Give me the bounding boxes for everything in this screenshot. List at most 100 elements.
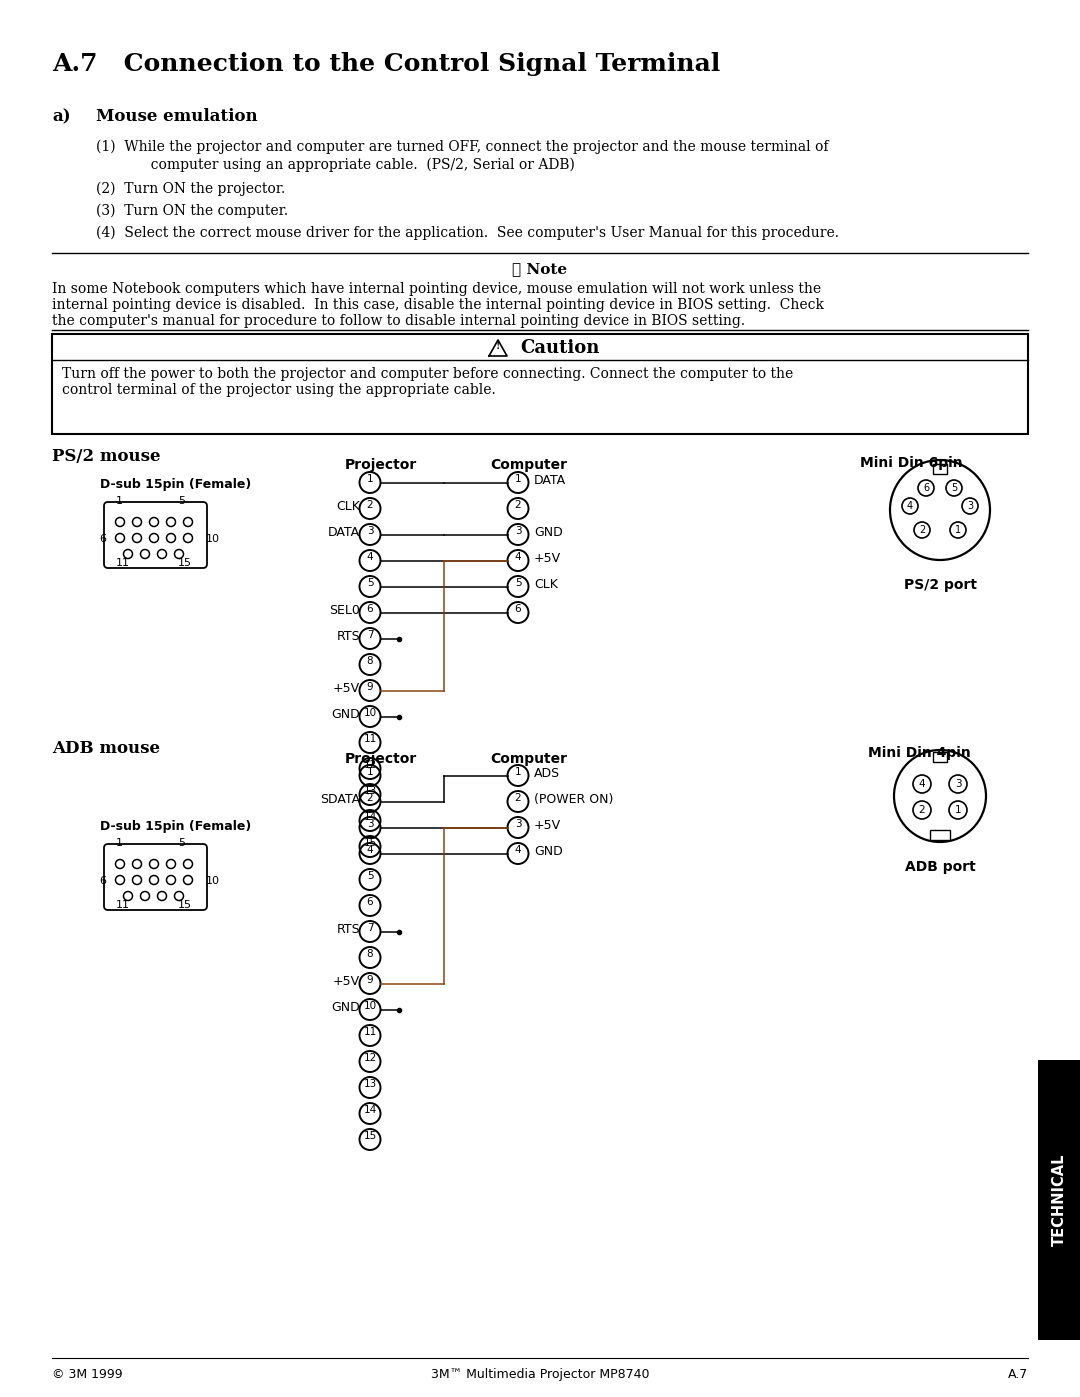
Text: 6: 6 xyxy=(515,604,522,615)
Bar xyxy=(1038,1060,1080,1340)
Text: 1: 1 xyxy=(367,767,374,777)
Text: 6: 6 xyxy=(367,897,374,907)
Text: SEL0: SEL0 xyxy=(329,604,360,617)
Text: CLK: CLK xyxy=(534,578,558,591)
Text: DATA: DATA xyxy=(328,527,360,539)
Text: 7: 7 xyxy=(367,923,374,933)
Text: 12: 12 xyxy=(363,760,377,770)
Text: D-sub 15pin (Female): D-sub 15pin (Female) xyxy=(100,478,252,490)
Text: 2: 2 xyxy=(515,793,522,803)
Text: 5: 5 xyxy=(367,578,374,588)
Text: 10: 10 xyxy=(364,708,377,718)
Text: 11: 11 xyxy=(116,900,130,909)
Text: 3: 3 xyxy=(955,780,961,789)
Bar xyxy=(52,334,1028,434)
Text: GND: GND xyxy=(332,708,360,721)
Text: 9: 9 xyxy=(367,682,374,692)
Text: 5: 5 xyxy=(515,578,522,588)
Text: !: ! xyxy=(496,342,500,351)
Text: GND: GND xyxy=(534,527,563,539)
Text: RTS: RTS xyxy=(336,630,360,643)
Bar xyxy=(933,464,947,474)
Text: control terminal of the projector using the appropriate cable.: control terminal of the projector using … xyxy=(62,383,496,397)
Text: RTS: RTS xyxy=(336,923,360,936)
FancyBboxPatch shape xyxy=(104,502,207,569)
Text: 15: 15 xyxy=(363,838,377,848)
Text: GND: GND xyxy=(534,845,563,858)
Text: the computer's manual for procedure to follow to disable internal pointing devic: the computer's manual for procedure to f… xyxy=(52,314,745,328)
Text: 5: 5 xyxy=(178,496,185,506)
Text: 3M™ Multimedia Projector MP8740: 3M™ Multimedia Projector MP8740 xyxy=(431,1368,649,1382)
Text: 2: 2 xyxy=(367,793,374,803)
Text: 2: 2 xyxy=(515,500,522,510)
Text: 11: 11 xyxy=(363,733,377,745)
Text: 1: 1 xyxy=(955,805,961,814)
Text: 6: 6 xyxy=(99,534,106,543)
Text: 8: 8 xyxy=(367,949,374,958)
Text: 15: 15 xyxy=(363,1132,377,1141)
Text: 3: 3 xyxy=(367,819,374,828)
Text: 6: 6 xyxy=(99,876,106,886)
Text: 13: 13 xyxy=(363,787,377,796)
FancyBboxPatch shape xyxy=(104,844,207,909)
Text: 7: 7 xyxy=(367,630,374,640)
Text: 4: 4 xyxy=(367,845,374,855)
Text: 5: 5 xyxy=(950,483,957,493)
Text: In some Notebook computers which have internal pointing device, mouse emulation : In some Notebook computers which have in… xyxy=(52,282,821,296)
Text: +5V: +5V xyxy=(534,552,562,564)
Text: 13: 13 xyxy=(363,1078,377,1090)
Text: 4: 4 xyxy=(515,845,522,855)
Text: a): a) xyxy=(52,108,70,124)
Bar xyxy=(933,752,947,761)
Text: 8: 8 xyxy=(367,657,374,666)
Text: (2)  Turn ON the projector.: (2) Turn ON the projector. xyxy=(96,182,285,197)
Text: ✔ Note: ✔ Note xyxy=(512,263,568,277)
Text: GND: GND xyxy=(332,1002,360,1014)
Text: Projector: Projector xyxy=(345,752,417,766)
Text: 14: 14 xyxy=(363,812,377,821)
Text: 2: 2 xyxy=(919,525,926,535)
Text: +5V: +5V xyxy=(534,819,562,833)
Text: CLK: CLK xyxy=(336,500,360,513)
Text: Computer: Computer xyxy=(490,752,567,766)
Text: Turn off the power to both the projector and computer before connecting. Connect: Turn off the power to both the projector… xyxy=(62,367,793,381)
Text: 1: 1 xyxy=(116,838,123,848)
Text: 4: 4 xyxy=(907,502,913,511)
Text: A.7   Connection to the Control Signal Terminal: A.7 Connection to the Control Signal Ter… xyxy=(52,52,720,75)
Text: A.7: A.7 xyxy=(1008,1368,1028,1382)
Text: © 3M 1999: © 3M 1999 xyxy=(52,1368,123,1382)
Text: 11: 11 xyxy=(116,557,130,569)
Text: Mouse emulation: Mouse emulation xyxy=(96,108,258,124)
Text: 3: 3 xyxy=(515,819,522,828)
Text: 15: 15 xyxy=(178,557,192,569)
Text: 4: 4 xyxy=(515,552,522,562)
Text: TECHNICAL: TECHNICAL xyxy=(1052,1154,1067,1246)
Text: DATA: DATA xyxy=(534,474,566,488)
Text: PS/2 mouse: PS/2 mouse xyxy=(52,448,161,465)
Text: +5V: +5V xyxy=(333,975,360,988)
Text: 2: 2 xyxy=(919,805,926,814)
Text: Mini Din 4pin: Mini Din 4pin xyxy=(868,746,971,760)
Text: 1: 1 xyxy=(515,474,522,483)
Text: (3)  Turn ON the computer.: (3) Turn ON the computer. xyxy=(96,204,288,218)
Text: 3: 3 xyxy=(967,502,973,511)
Text: Projector: Projector xyxy=(345,458,417,472)
Text: 10: 10 xyxy=(206,534,220,543)
Text: 5: 5 xyxy=(178,838,185,848)
Text: 12: 12 xyxy=(363,1053,377,1063)
Text: ADB mouse: ADB mouse xyxy=(52,740,160,757)
Text: (4)  Select the correct mouse driver for the application.  See computer's User M: (4) Select the correct mouse driver for … xyxy=(96,226,839,240)
Text: PS/2 port: PS/2 port xyxy=(904,578,976,592)
Text: (POWER ON): (POWER ON) xyxy=(534,793,613,806)
Text: 4: 4 xyxy=(367,552,374,562)
Text: 9: 9 xyxy=(367,975,374,985)
Text: 1: 1 xyxy=(955,525,961,535)
Text: SDATA: SDATA xyxy=(320,793,360,806)
Text: +5V: +5V xyxy=(333,682,360,694)
Text: 10: 10 xyxy=(364,1002,377,1011)
Bar xyxy=(930,830,950,840)
Text: 11: 11 xyxy=(363,1027,377,1037)
Text: 1: 1 xyxy=(367,474,374,483)
Text: 14: 14 xyxy=(363,1105,377,1115)
Text: internal pointing device is disabled.  In this case, disable the internal pointi: internal pointing device is disabled. In… xyxy=(52,298,824,312)
